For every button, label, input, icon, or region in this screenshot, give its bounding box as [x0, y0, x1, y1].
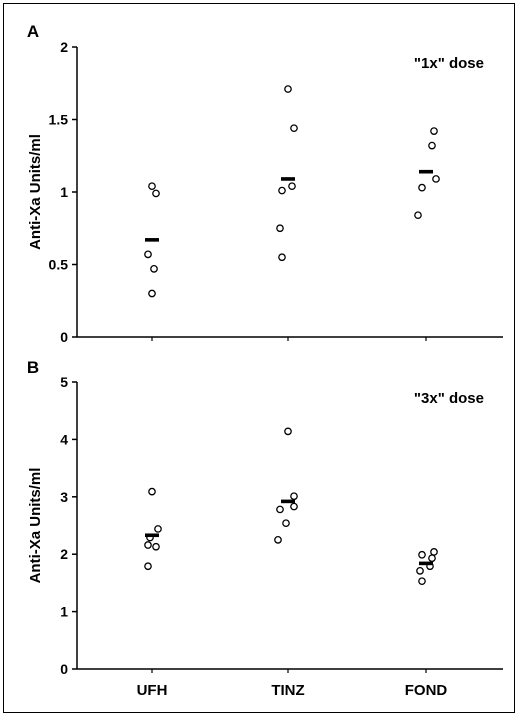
data-point-tinz	[276, 224, 284, 233]
y-tick-label: 4	[60, 431, 68, 447]
dose-annotation: "1x" dose	[414, 55, 484, 72]
data-point-fond	[418, 550, 426, 559]
mean-marker-tinz	[281, 499, 295, 504]
data-point-tinz	[284, 427, 292, 436]
data-point-ufh	[148, 182, 156, 191]
data-point-ufh	[144, 250, 152, 259]
data-point-fond	[428, 141, 436, 150]
data-point-fond	[428, 554, 436, 563]
data-point-ufh	[150, 264, 158, 273]
data-point-tinz	[290, 124, 298, 133]
data-point-ufh	[144, 562, 152, 571]
y-tick-label: 1	[60, 184, 68, 200]
y-tick-label: 0	[60, 661, 68, 677]
data-point-tinz	[290, 492, 298, 501]
x-category-label: FOND	[405, 682, 448, 699]
data-point-fond	[416, 566, 424, 575]
data-point-tinz	[274, 535, 282, 544]
data-point-ufh	[148, 487, 156, 496]
y-tick-label: 0	[60, 329, 68, 345]
data-point-fond	[418, 577, 426, 586]
y-axis-title: Anti-Xa Units/ml	[27, 134, 44, 250]
x-category-label: UFH	[137, 682, 168, 699]
y-tick-label: 5	[60, 374, 68, 390]
data-point-tinz	[282, 519, 290, 528]
data-point-fond	[414, 211, 422, 220]
y-tick-label: 3	[60, 489, 68, 505]
data-point-fond	[432, 175, 440, 183]
mean-marker-ufh	[145, 238, 159, 242]
data-point-tinz	[278, 253, 286, 262]
figure-frame	[3, 3, 515, 713]
x-category-label: TINZ	[271, 682, 304, 699]
data-point-fond	[430, 127, 438, 135]
data-point-ufh	[154, 525, 162, 533]
data-point-ufh	[152, 542, 160, 551]
chart-panel-b: 0 1 2 3 4 5 Anti-Xa Units/ml B "3x" dose UFH TINZ F…	[27, 358, 503, 699]
y-tick-label: 0.5	[49, 257, 69, 273]
y-tick-label: 1.5	[49, 112, 69, 128]
data-point-ufh	[148, 289, 156, 298]
mean-marker-fond	[419, 561, 433, 566]
y-axis-title: Anti-Xa Units/ml	[27, 468, 44, 584]
y-tick-label: 2	[60, 39, 68, 55]
data-point-ufh	[152, 189, 160, 198]
data-point-tinz	[288, 182, 296, 191]
dose-annotation: "3x" dose	[414, 390, 484, 407]
data-point-tinz	[278, 186, 286, 195]
data-point-fond	[418, 183, 426, 192]
data-point-tinz	[284, 85, 292, 93]
y-tick-label: 1	[60, 604, 68, 620]
mean-marker-tinz	[281, 177, 295, 181]
data-point-tinz	[276, 505, 284, 514]
data-point-tinz	[290, 502, 298, 511]
mean-marker-ufh	[145, 533, 159, 538]
mean-marker-fond	[419, 169, 433, 174]
panel-letter: A	[27, 22, 39, 41]
chart-panel-a: 0 0.5 1 1.5 2 Anti-Xa Units/ml A "1x" dose	[27, 22, 503, 345]
y-tick-label: 2	[60, 546, 68, 562]
panel-letter: B	[27, 358, 39, 377]
data-point-ufh	[144, 541, 152, 549]
